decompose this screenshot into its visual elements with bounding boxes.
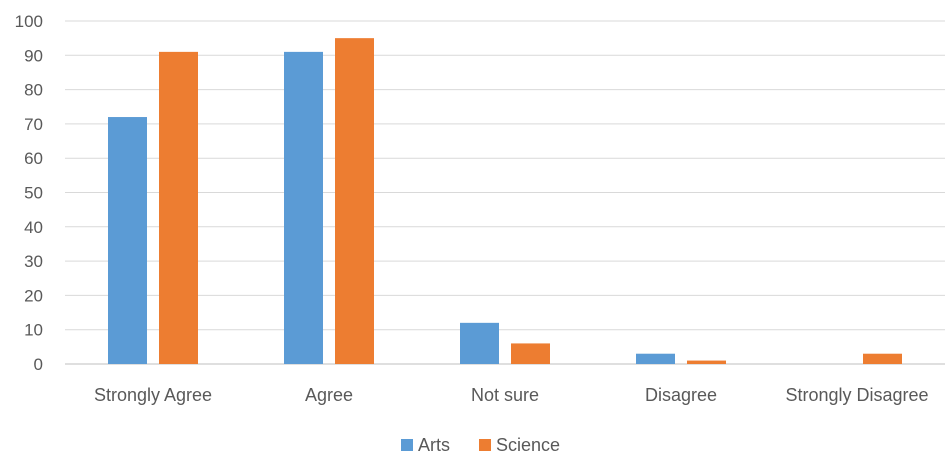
y-tick-label: 70 [24, 115, 43, 134]
y-axis: 0 10 20 30 40 50 60 70 80 90 100 [15, 12, 43, 374]
y-tick-label: 60 [24, 149, 43, 168]
y-tick-label: 40 [24, 218, 43, 237]
x-axis: Strongly Agree Agree Not sure Disagree Stron… [94, 385, 929, 405]
bars [108, 38, 902, 365]
y-tick-label: 80 [24, 81, 43, 100]
legend-label-arts: Arts [418, 435, 450, 455]
legend: Arts Science [401, 435, 560, 455]
y-tick-label: 0 [34, 355, 43, 374]
y-tick-label: 20 [24, 286, 43, 305]
bar-arts-agree [284, 51, 323, 365]
bar-arts-strongly-agree [108, 117, 147, 364]
y-tick-label: 90 [24, 46, 43, 65]
bar-arts-disagree [636, 353, 675, 364]
y-tick-label: 50 [24, 184, 43, 203]
legend-swatch-arts [401, 439, 413, 451]
y-tick-label: 10 [24, 321, 43, 340]
legend-swatch-science [479, 439, 491, 451]
bar-science-agree [335, 38, 374, 365]
gridlines [65, 20, 945, 365]
x-tick-label: Not sure [471, 385, 539, 405]
bar-science-not-sure [511, 343, 550, 364]
y-tick-label: 100 [15, 12, 43, 31]
legend-label-science: Science [496, 435, 560, 455]
bar-science-strongly-disagree [863, 353, 902, 364]
x-tick-label: Agree [305, 385, 353, 405]
bar-science-disagree [687, 360, 726, 364]
y-tick-label: 30 [24, 252, 43, 271]
bar-science-strongly-agree [159, 51, 198, 365]
bar-arts-not-sure [460, 322, 499, 364]
x-tick-label: Strongly Agree [94, 385, 212, 405]
x-tick-label: Disagree [645, 385, 717, 405]
x-tick-label: Strongly Disagree [785, 385, 928, 405]
